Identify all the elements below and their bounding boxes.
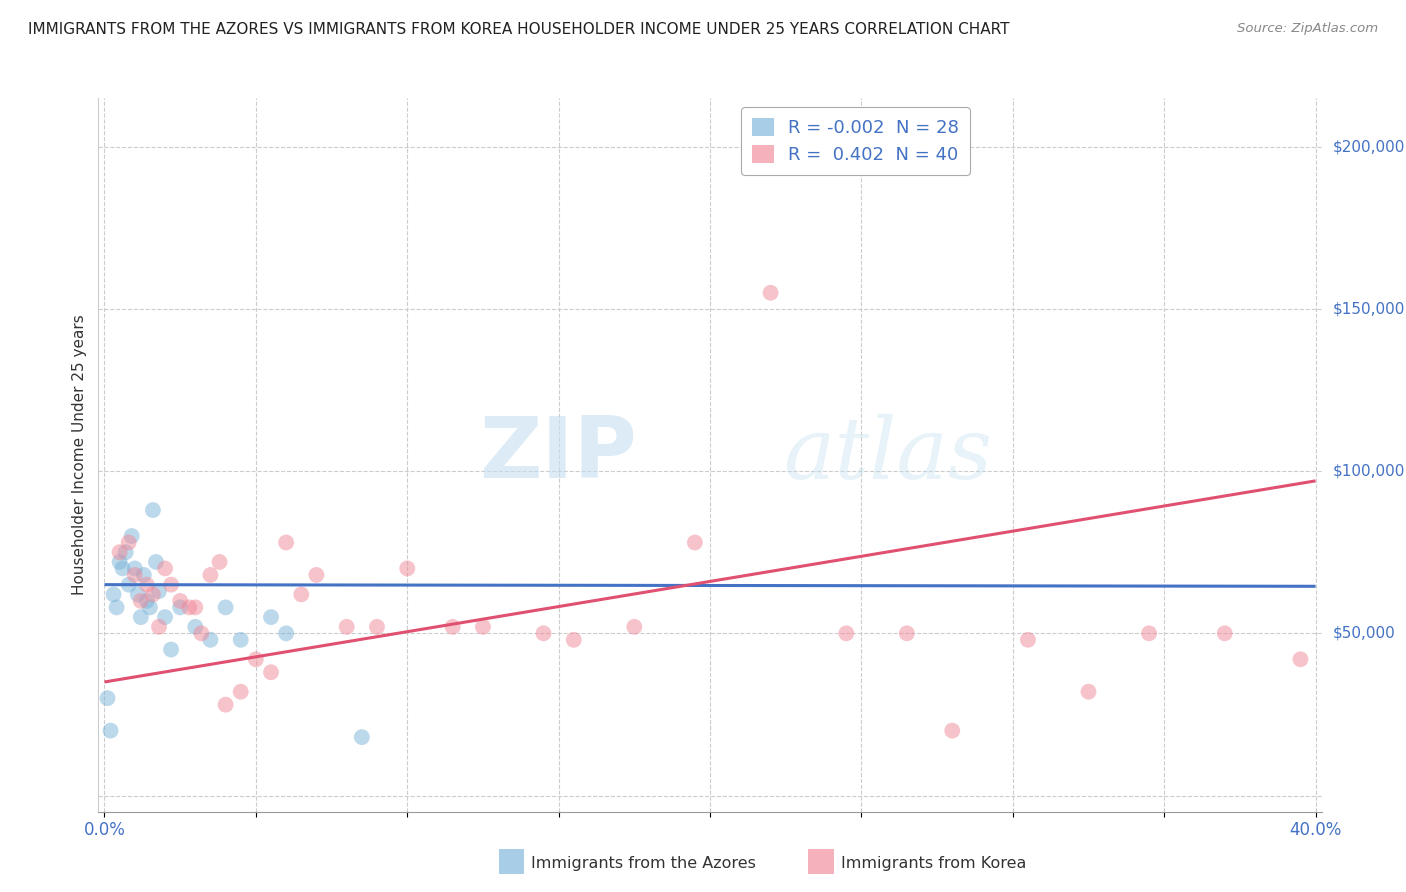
Point bbox=[229, 632, 252, 647]
Point bbox=[153, 561, 176, 575]
Point bbox=[200, 568, 222, 582]
Point bbox=[105, 600, 128, 615]
Point bbox=[114, 545, 136, 559]
Point bbox=[132, 568, 155, 582]
Point bbox=[129, 610, 152, 624]
Point bbox=[148, 620, 170, 634]
Point bbox=[139, 600, 162, 615]
Point bbox=[1289, 652, 1312, 666]
Point bbox=[623, 620, 645, 634]
Point bbox=[396, 561, 419, 575]
Point bbox=[896, 626, 918, 640]
Point bbox=[148, 584, 170, 599]
Point bbox=[305, 568, 328, 582]
Point bbox=[245, 652, 267, 666]
Point bbox=[100, 723, 122, 738]
Point bbox=[190, 626, 212, 640]
Text: Immigrants from Korea: Immigrants from Korea bbox=[841, 856, 1026, 871]
Point bbox=[276, 626, 298, 640]
Point bbox=[124, 568, 146, 582]
Point bbox=[229, 684, 252, 698]
Point bbox=[1017, 632, 1039, 647]
Point bbox=[118, 535, 141, 549]
Point bbox=[1137, 626, 1160, 640]
Text: ZIP: ZIP bbox=[479, 413, 637, 497]
Point bbox=[533, 626, 555, 640]
Point bbox=[103, 587, 125, 601]
Point bbox=[153, 610, 176, 624]
Point bbox=[260, 610, 283, 624]
Text: $150,000: $150,000 bbox=[1333, 301, 1405, 317]
Point bbox=[169, 594, 191, 608]
Point bbox=[179, 600, 201, 615]
Point bbox=[759, 285, 782, 300]
Point bbox=[471, 620, 494, 634]
Point bbox=[276, 535, 298, 549]
Legend: R = -0.002  N = 28, R =  0.402  N = 40: R = -0.002 N = 28, R = 0.402 N = 40 bbox=[741, 107, 970, 175]
Point bbox=[145, 555, 167, 569]
Point bbox=[184, 600, 207, 615]
Point bbox=[214, 698, 236, 712]
Point bbox=[142, 503, 165, 517]
Point bbox=[169, 600, 191, 615]
Text: $200,000: $200,000 bbox=[1333, 139, 1405, 154]
Point bbox=[108, 545, 131, 559]
Y-axis label: Householder Income Under 25 years: Householder Income Under 25 years bbox=[72, 315, 87, 595]
Point bbox=[835, 626, 858, 640]
Point bbox=[1213, 626, 1236, 640]
Point bbox=[562, 632, 585, 647]
Point bbox=[200, 632, 222, 647]
Point bbox=[208, 555, 231, 569]
Point bbox=[108, 555, 131, 569]
Text: Immigrants from the Azores: Immigrants from the Azores bbox=[531, 856, 756, 871]
Point bbox=[160, 577, 183, 591]
Text: Source: ZipAtlas.com: Source: ZipAtlas.com bbox=[1237, 22, 1378, 36]
Text: IMMIGRANTS FROM THE AZORES VS IMMIGRANTS FROM KOREA HOUSEHOLDER INCOME UNDER 25 : IMMIGRANTS FROM THE AZORES VS IMMIGRANTS… bbox=[28, 22, 1010, 37]
Text: atlas: atlas bbox=[783, 414, 993, 496]
Point bbox=[160, 642, 183, 657]
Point bbox=[350, 730, 373, 744]
Point bbox=[941, 723, 963, 738]
Point bbox=[142, 587, 165, 601]
Point bbox=[214, 600, 236, 615]
Point bbox=[127, 587, 149, 601]
Point bbox=[124, 561, 146, 575]
Point bbox=[441, 620, 464, 634]
Point bbox=[1077, 684, 1099, 698]
Point bbox=[118, 577, 141, 591]
Point bbox=[184, 620, 207, 634]
Point bbox=[683, 535, 706, 549]
Point bbox=[260, 665, 283, 680]
Text: $50,000: $50,000 bbox=[1333, 626, 1396, 640]
Point bbox=[121, 529, 143, 543]
Point bbox=[96, 691, 118, 706]
Point bbox=[336, 620, 359, 634]
Text: $100,000: $100,000 bbox=[1333, 464, 1405, 479]
Point bbox=[366, 620, 388, 634]
Point bbox=[111, 561, 134, 575]
Point bbox=[135, 594, 157, 608]
Point bbox=[129, 594, 152, 608]
Point bbox=[290, 587, 312, 601]
Point bbox=[135, 577, 157, 591]
